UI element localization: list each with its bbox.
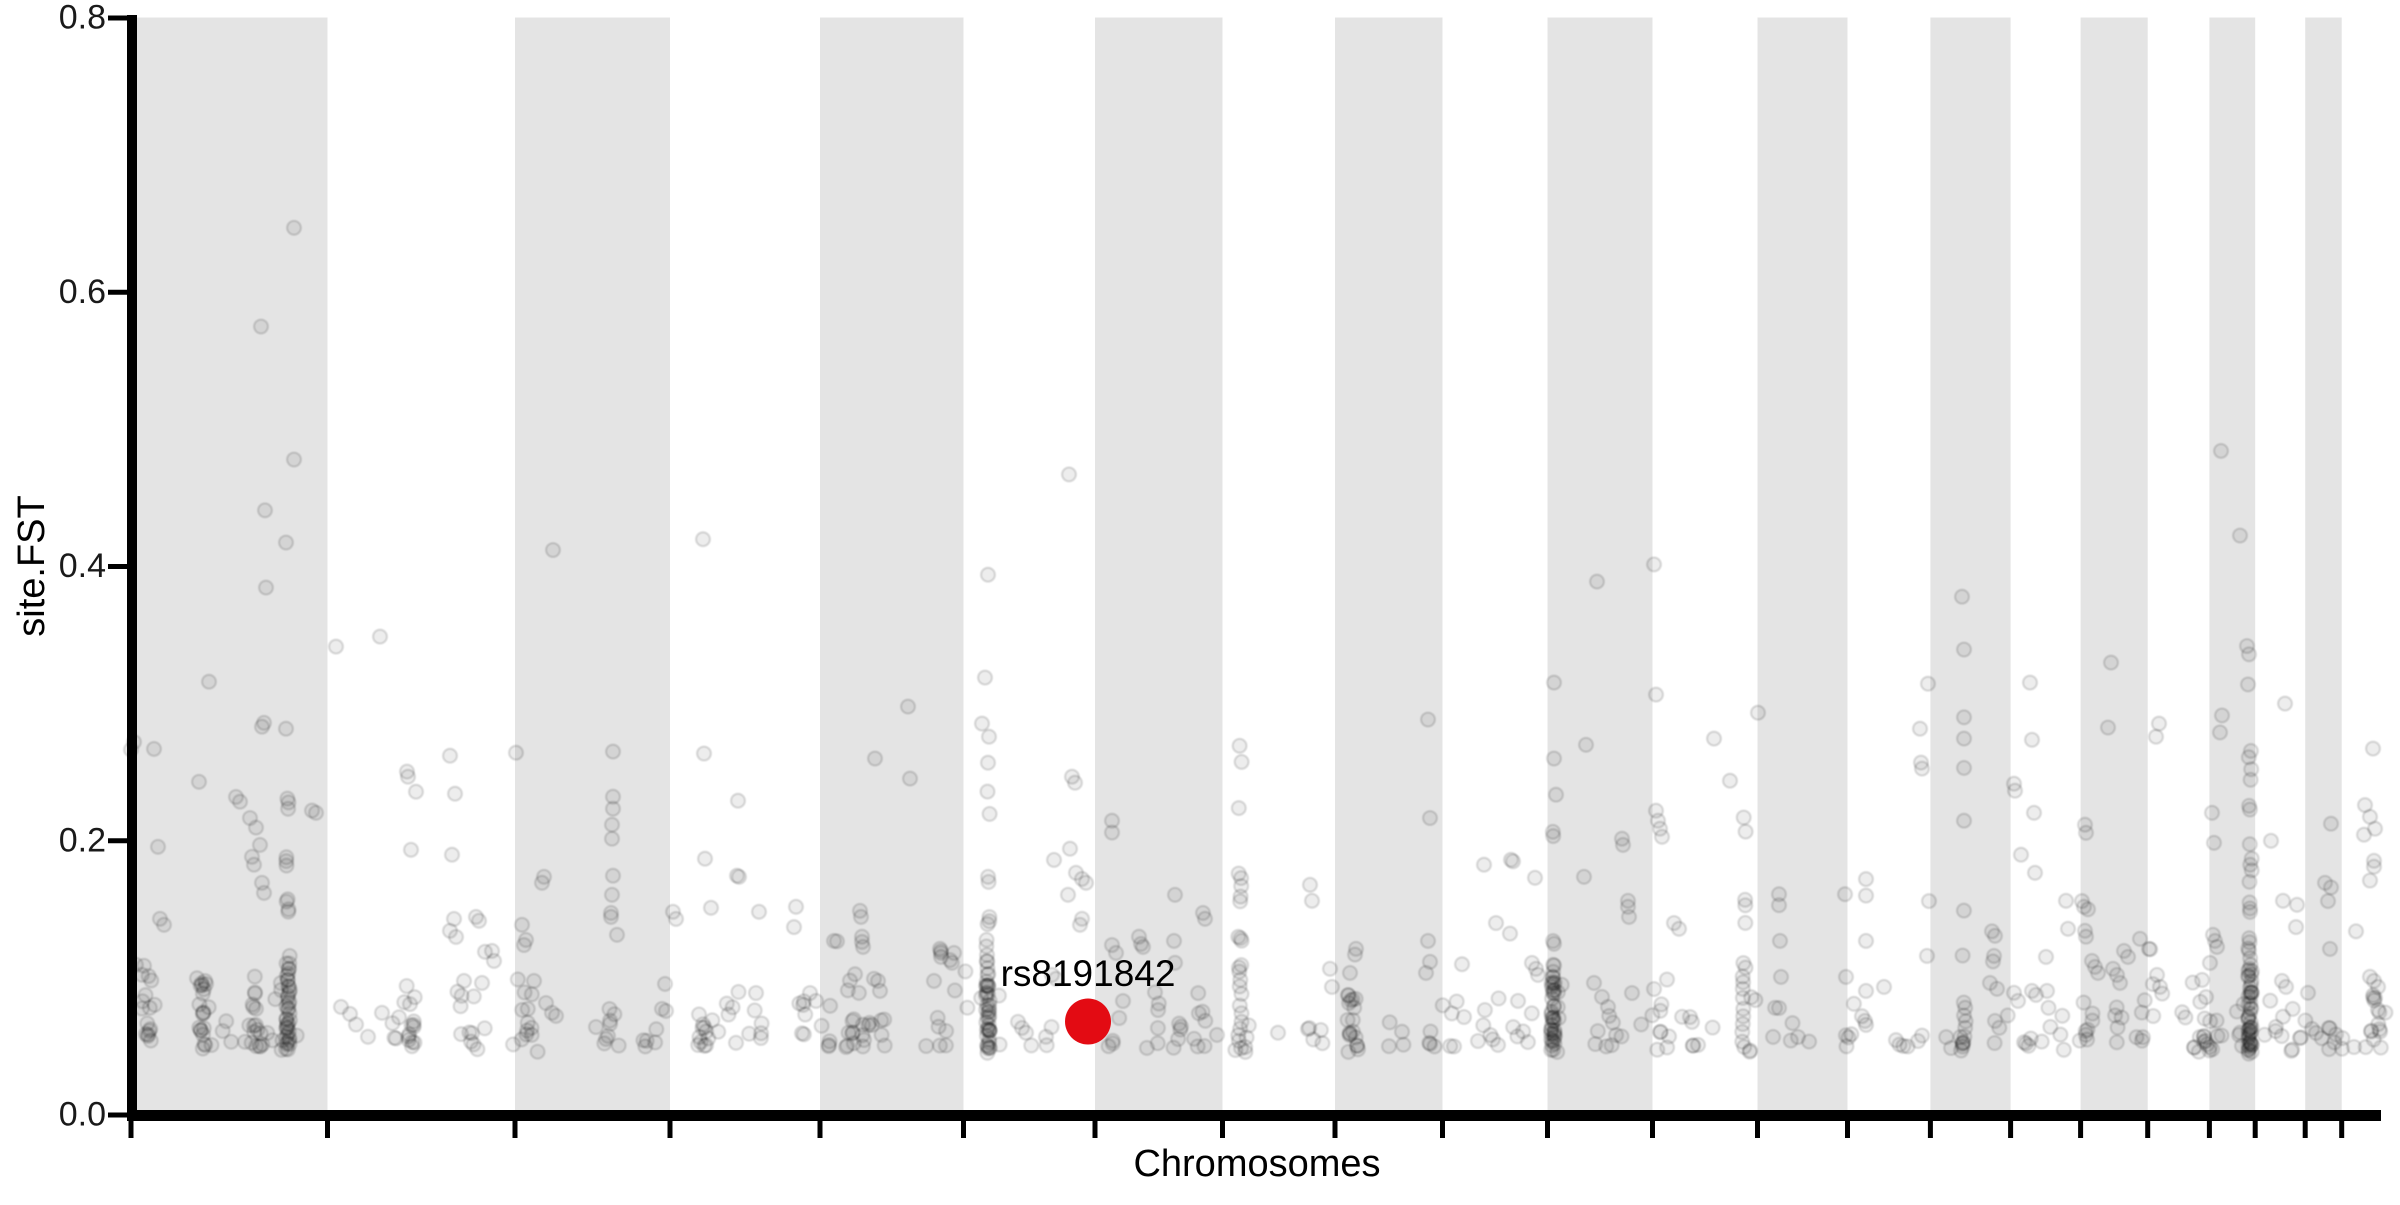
svg-text:site.FST: site.FST [11, 495, 53, 636]
svg-text:0.8: 0.8 [59, 0, 106, 37]
svg-text:0.0: 0.0 [59, 1096, 106, 1134]
svg-text:rs8191842: rs8191842 [1001, 953, 1176, 994]
svg-text:0.2: 0.2 [59, 821, 106, 859]
svg-text:0.4: 0.4 [59, 547, 106, 585]
svg-text:0.6: 0.6 [59, 273, 106, 311]
svg-text:Chromosomes: Chromosomes [1133, 1143, 1380, 1185]
